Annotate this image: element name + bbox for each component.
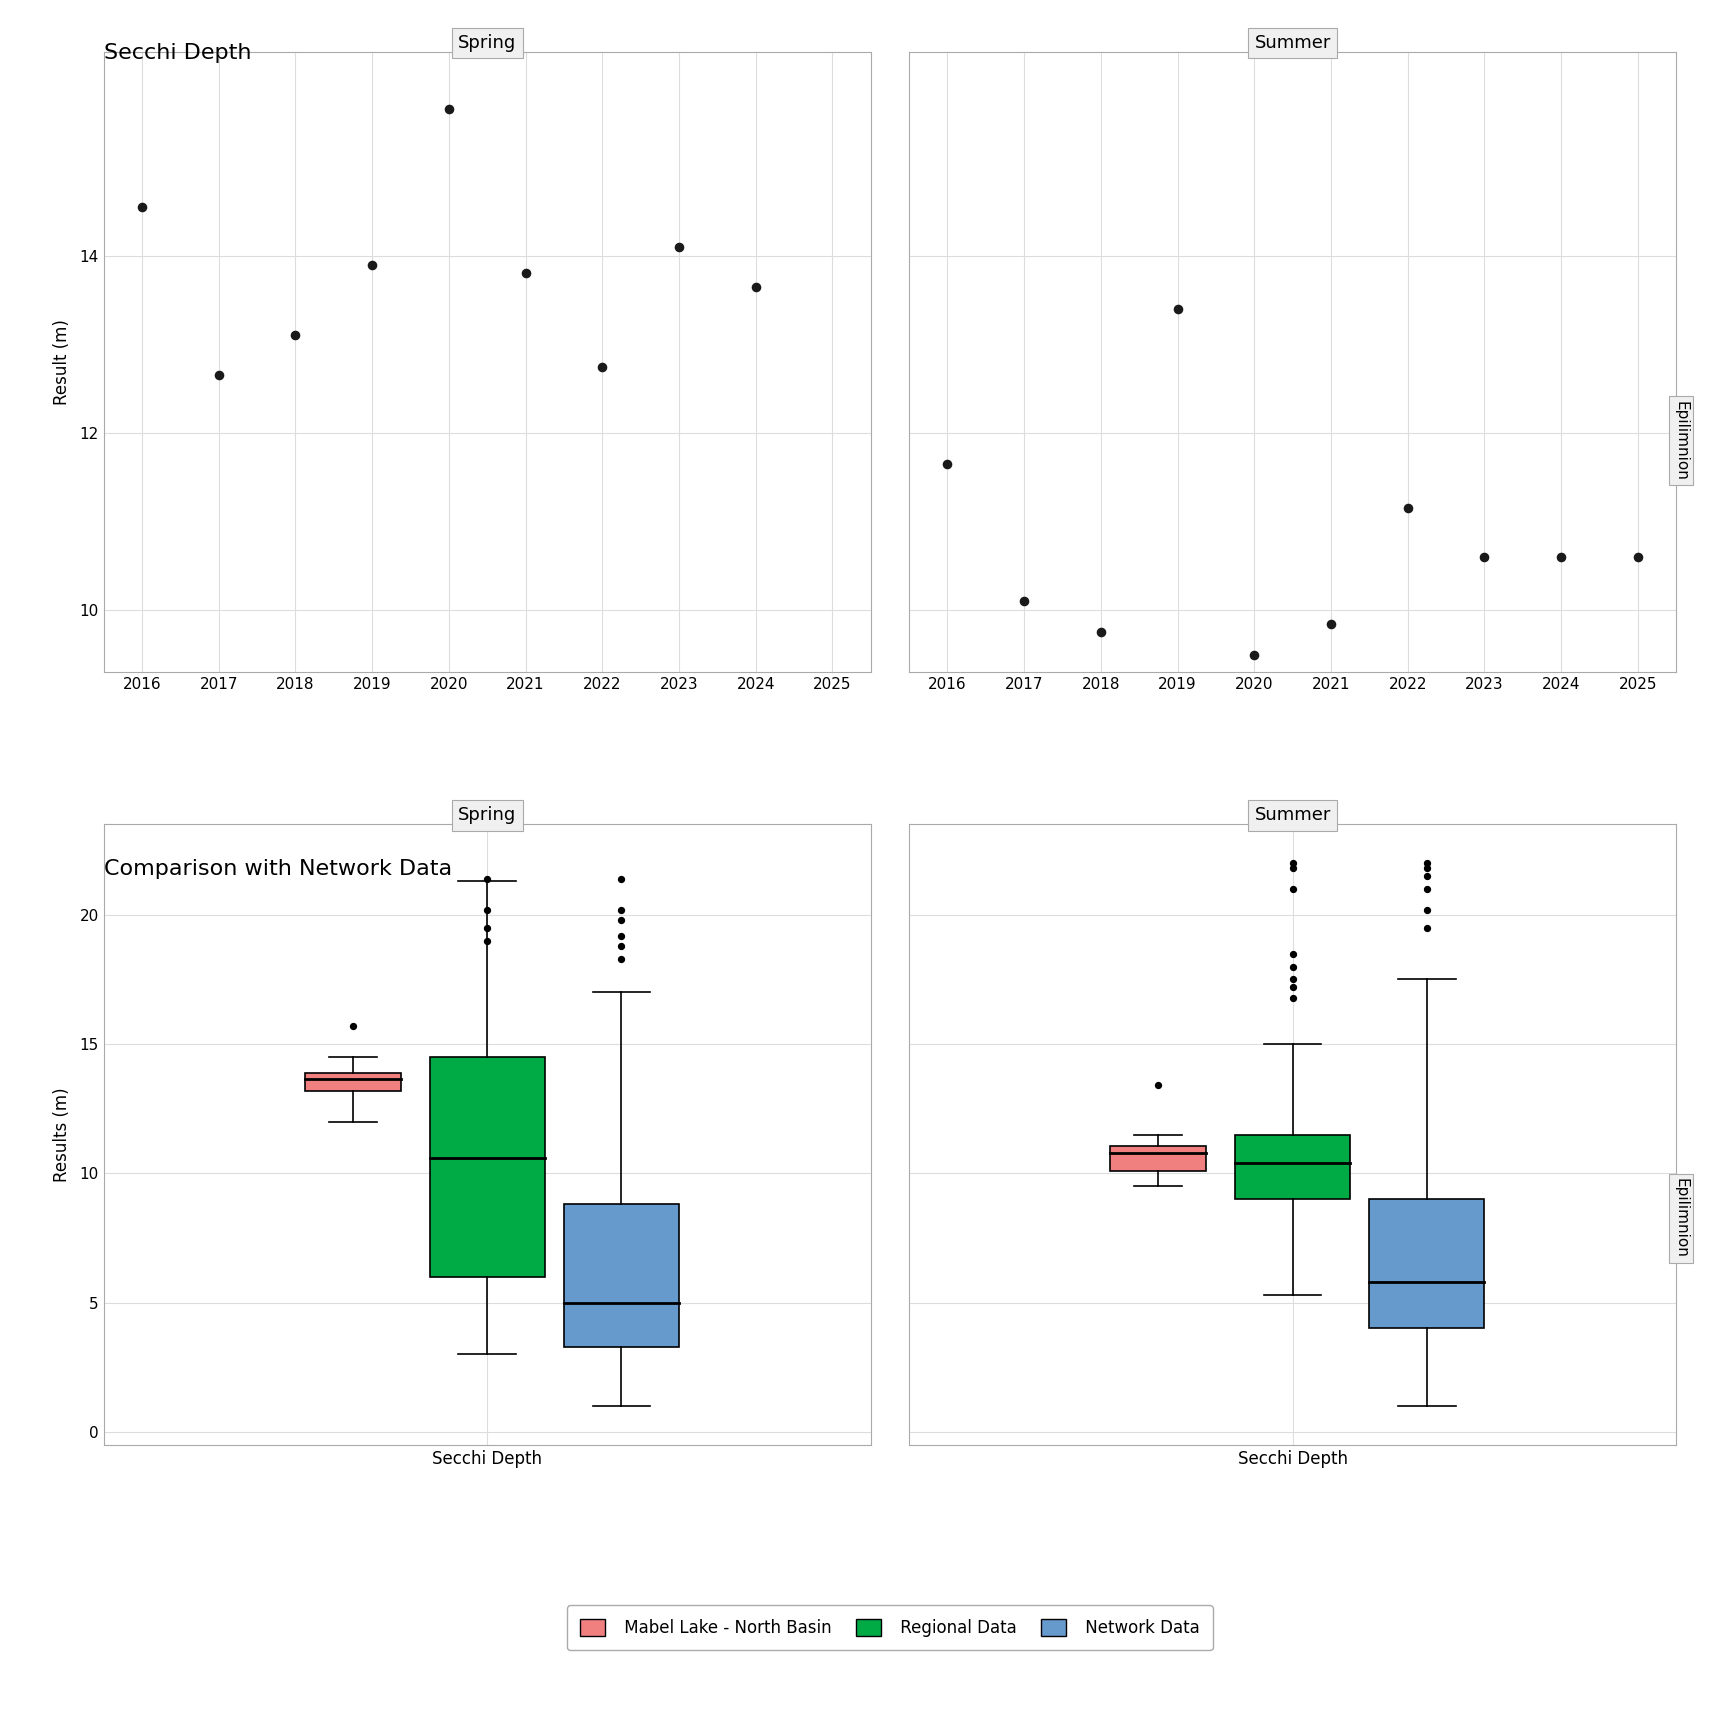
Point bbox=[608, 864, 636, 892]
Point bbox=[1163, 295, 1191, 323]
Bar bbox=[1111, 1146, 1206, 1172]
Point bbox=[1624, 543, 1652, 570]
Point bbox=[589, 353, 617, 380]
Point bbox=[1144, 1071, 1172, 1099]
Bar bbox=[563, 1204, 679, 1346]
Point bbox=[206, 361, 233, 389]
Text: Epilimnion: Epilimnion bbox=[1674, 401, 1688, 480]
Bar bbox=[306, 1073, 401, 1090]
Point bbox=[741, 273, 769, 301]
Point bbox=[1279, 854, 1306, 881]
Point bbox=[1471, 543, 1498, 570]
Point bbox=[933, 451, 961, 479]
Y-axis label: Results (m): Results (m) bbox=[54, 1087, 71, 1182]
Text: Comparison with Network Data: Comparison with Network Data bbox=[104, 859, 451, 880]
Title: Spring: Spring bbox=[458, 807, 517, 824]
Point bbox=[1414, 854, 1441, 881]
Point bbox=[1279, 952, 1306, 980]
Point bbox=[1414, 848, 1441, 876]
Point bbox=[608, 905, 636, 933]
Title: Spring: Spring bbox=[458, 35, 517, 52]
Point bbox=[1279, 983, 1306, 1011]
Point bbox=[1279, 973, 1306, 1001]
Point bbox=[1414, 874, 1441, 902]
Point bbox=[1279, 966, 1306, 994]
Point bbox=[1279, 940, 1306, 968]
Point bbox=[1414, 862, 1441, 890]
Point bbox=[339, 1013, 366, 1040]
Point bbox=[608, 931, 636, 959]
Point bbox=[128, 194, 156, 221]
Point bbox=[608, 921, 636, 949]
Point bbox=[1011, 588, 1039, 615]
Bar bbox=[430, 1058, 544, 1277]
Title: Summer: Summer bbox=[1255, 807, 1331, 824]
Point bbox=[608, 945, 636, 973]
Y-axis label: Result (m): Result (m) bbox=[54, 320, 71, 404]
Point bbox=[282, 321, 309, 349]
Point bbox=[608, 895, 636, 923]
Bar bbox=[1369, 1199, 1484, 1329]
Point bbox=[1414, 895, 1441, 923]
Point bbox=[1394, 494, 1422, 522]
Point bbox=[1317, 610, 1344, 638]
Legend:  Mabel Lake - North Basin,  Regional Data,  Network Data: Mabel Lake - North Basin, Regional Data,… bbox=[567, 1605, 1213, 1650]
Bar bbox=[1236, 1135, 1350, 1199]
Title: Summer: Summer bbox=[1255, 35, 1331, 52]
Point bbox=[473, 864, 501, 892]
Point bbox=[473, 895, 501, 923]
Text: Secchi Depth: Secchi Depth bbox=[104, 43, 251, 64]
Point bbox=[1087, 619, 1115, 646]
Point bbox=[1241, 641, 1268, 669]
Point bbox=[1279, 874, 1306, 902]
Point bbox=[473, 926, 501, 954]
Point bbox=[358, 251, 385, 278]
Point bbox=[1547, 543, 1574, 570]
Point bbox=[511, 259, 539, 287]
Point bbox=[435, 95, 463, 123]
Text: Epilimnion: Epilimnion bbox=[1674, 1178, 1688, 1258]
Point bbox=[665, 233, 693, 261]
Point bbox=[1414, 914, 1441, 942]
Point bbox=[473, 914, 501, 942]
Point bbox=[1279, 848, 1306, 876]
